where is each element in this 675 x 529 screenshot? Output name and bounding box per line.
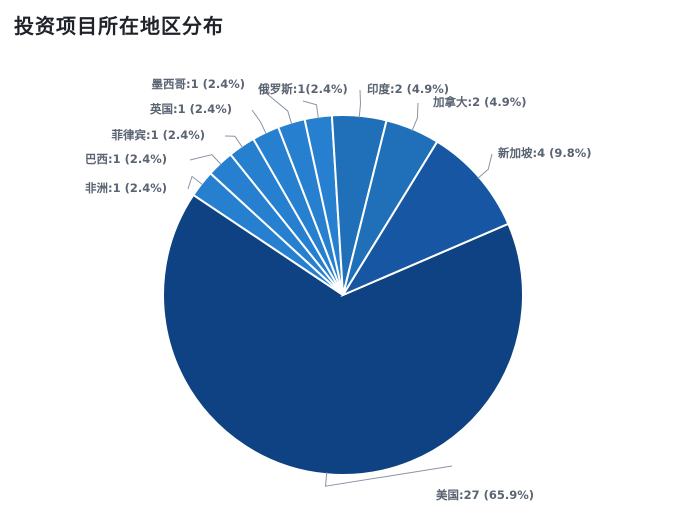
leader-line-加拿大 [411, 102, 419, 132]
leader-line-巴西 [189, 154, 222, 166]
slice-label-英国: 英国:1 (2.4%) [149, 102, 232, 116]
slice-label-菲律宾: 菲律宾:1 (2.4%) [111, 128, 205, 142]
slice-label-巴西: 巴西:1 (2.4%) [85, 152, 167, 166]
slice-label-新加坡: 新加坡:4 (9.8%) [498, 146, 592, 160]
leader-line-菲律宾 [224, 135, 244, 149]
slice-label-非洲: 非洲:1 (2.4%) [85, 181, 167, 195]
leader-line-印度 [358, 89, 362, 118]
leader-line-美国 [324, 465, 453, 487]
chart-title: 投资项目所在地区分布 [14, 14, 224, 38]
leader-line-俄罗斯 [302, 100, 319, 119]
leader-line-英国 [251, 109, 267, 135]
slice-label-墨西哥: 墨西哥:1 (2.4%) [151, 77, 245, 91]
leader-line-新加坡 [477, 153, 493, 179]
leader-line-墨西哥 [259, 87, 293, 125]
slice-label-俄罗斯: 俄罗斯:1(2.4%) [257, 82, 348, 96]
slice-label-美国: 美国:27 (65.9%) [436, 488, 534, 502]
slice-label-加拿大: 加拿大:2 (4.9%) [432, 95, 527, 109]
slice-label-印度: 印度:2 (4.9%) [367, 82, 449, 96]
leader-line-非洲 [187, 175, 204, 190]
